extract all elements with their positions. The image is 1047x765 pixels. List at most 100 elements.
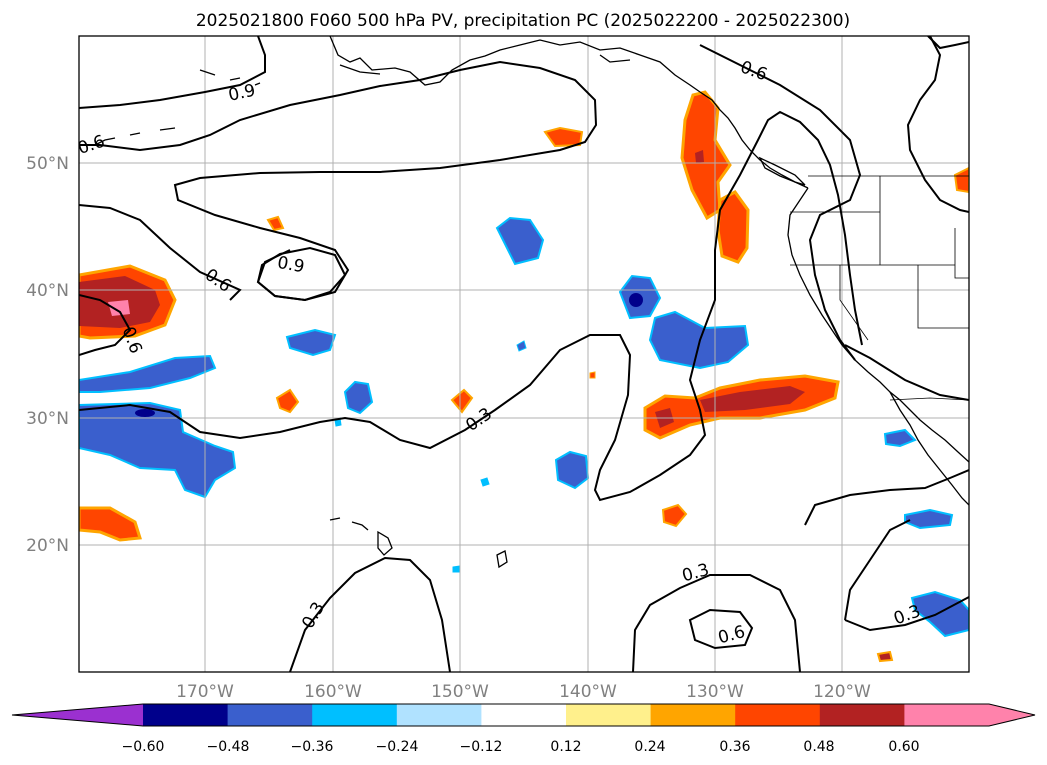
contour-0.3-sw (632, 574, 801, 672)
contour-0.3-hawaii (289, 556, 451, 672)
coast-baja (889, 391, 969, 506)
pos-blob-164w-31n (275, 388, 300, 414)
colorbar-tick: −0.36 (291, 739, 334, 755)
pos-blob-west-edge-peak (108, 300, 130, 316)
neg-blob-113w-15n (910, 590, 969, 638)
colorbar-swatch (481, 704, 567, 726)
latitude-labels: 50°N 40°N 30°N 20°N (26, 154, 69, 556)
pos-blob-ar-band-core (700, 386, 805, 412)
pos-blob-west-20n (79, 506, 142, 542)
neg-blob-small-1 (516, 340, 527, 352)
colorbar-outline (11, 703, 1036, 727)
colorbar-tick: −0.24 (376, 739, 419, 755)
neg-blob-117w-22n (904, 508, 954, 530)
colorbar: −0.60 −0.48 −0.36 −0.24 −0.12 0.12 0.24 … (11, 703, 1036, 755)
pos-blob-165w (266, 215, 285, 232)
contour-label: 0.9 (276, 253, 306, 277)
contour-0.3-main (79, 110, 863, 502)
colorbar-extend-low (12, 704, 143, 726)
colorbar-swatch (735, 704, 821, 726)
pos-blob-coast-wa (716, 190, 750, 264)
pos-blob-east-48n (953, 166, 969, 194)
colorbar-extend-high (989, 704, 1035, 726)
coast-hawaii (329, 517, 393, 556)
colorbar-tick: −0.60 (122, 739, 165, 755)
colorbar-swatch (566, 704, 652, 726)
pos-blob-143w-52n (543, 126, 584, 148)
neg-blob-pacific-west-upper (79, 354, 217, 393)
pos-blob-coast-bc (680, 90, 732, 221)
coast-alaska-islands (339, 54, 631, 75)
contour-0.6-west (79, 204, 242, 301)
neg-blob-dark-core-1 (135, 409, 155, 417)
contour-0.6-left-loop (79, 294, 132, 356)
contour-0.9-loop (256, 246, 347, 302)
lon-label: 160°W (304, 682, 362, 702)
colorbar-tick: 0.48 (803, 739, 834, 755)
colorbar-swatch (819, 704, 905, 726)
coast-bc (699, 91, 809, 189)
lat-label: 30°N (26, 409, 69, 429)
neg-blob-117w-30n (883, 428, 917, 448)
longitude-labels: 170°W 160°W 150°W 140°W 130°W 120°W (176, 682, 871, 702)
contour-0.9-north (79, 36, 266, 109)
figure-title: 2025021800 F060 500 hPa PV, precipitatio… (196, 11, 850, 31)
colorbar-tick: 0.60 (888, 739, 919, 755)
pos-blob-116w-11n (876, 650, 894, 663)
contour-0.6-east (699, 44, 862, 361)
lon-label: 150°W (431, 682, 489, 702)
contour-0.3-east (804, 469, 969, 632)
colorbar-swatch (650, 704, 736, 726)
colorbar-swatch (904, 704, 990, 726)
neg-blob-small-3 (452, 565, 461, 573)
pos-blob-coast-bc-core (695, 150, 704, 163)
colorbar-swatches (11, 703, 1036, 727)
island-small (496, 550, 508, 569)
neg-blob-163w (285, 328, 337, 357)
lon-label: 120°W (813, 682, 871, 702)
colorbar-tick: −0.48 (207, 739, 250, 755)
map-frame (78, 35, 970, 673)
contour-0.6-sw-loop (688, 608, 754, 650)
lon-label: 170°W (176, 682, 234, 702)
colorbar-tick: −0.12 (460, 739, 503, 755)
lat-label: 40°N (26, 281, 69, 301)
lon-label: 140°W (559, 682, 617, 702)
colorbar-tick: 0.24 (634, 739, 665, 755)
colorbar-tick: 0.36 (719, 739, 750, 755)
coast-vancouver-island (758, 156, 806, 186)
neg-blob-pacific-west (79, 401, 237, 499)
colorbar-swatch (312, 704, 398, 726)
map-content: 0.9 0.6 0.6 0.9 0.6 0.6 0.3 0.3 0.6 0.3 … (79, 36, 969, 672)
map-panel: 0.9 0.6 0.6 0.9 0.6 0.6 0.3 0.3 0.6 0.3 … (78, 35, 970, 673)
political-borders (790, 175, 969, 401)
colorbar-swatch (227, 704, 313, 726)
map-background (79, 36, 969, 672)
neg-blob-145w (495, 216, 545, 266)
contour-0.6-far-east (906, 36, 969, 213)
border-us-mexico (889, 397, 969, 401)
pos-blob-small-1 (589, 371, 596, 379)
colorbar-tick: 0.12 (550, 739, 581, 755)
contour-0.6-loop-ak (927, 36, 969, 50)
pos-blob-134w-22n (661, 503, 688, 528)
gridlines (79, 36, 969, 672)
lat-label: 20°N (26, 536, 69, 556)
positive-anomaly-areas (79, 90, 969, 663)
neg-blob-small-2 (480, 477, 490, 487)
colorbar-swatch (396, 704, 482, 726)
neg-blob-dark-core-2 (629, 293, 643, 307)
contour-0.3-coast-east (844, 344, 969, 401)
neg-blob-157w (343, 380, 374, 415)
coast-aleutians (94, 69, 261, 146)
lat-label: 50°N (26, 154, 69, 174)
lon-label: 130°W (686, 682, 744, 702)
coast-alaska (329, 36, 701, 93)
negative-anomaly-areas (79, 216, 969, 638)
contour-0.6-north (79, 60, 598, 302)
colorbar-swatch (143, 704, 229, 726)
colorbar-tick-labels: −0.60 −0.48 −0.36 −0.24 −0.12 0.12 0.24 … (122, 739, 920, 755)
border-states (790, 176, 969, 341)
pv-contours (79, 36, 969, 672)
